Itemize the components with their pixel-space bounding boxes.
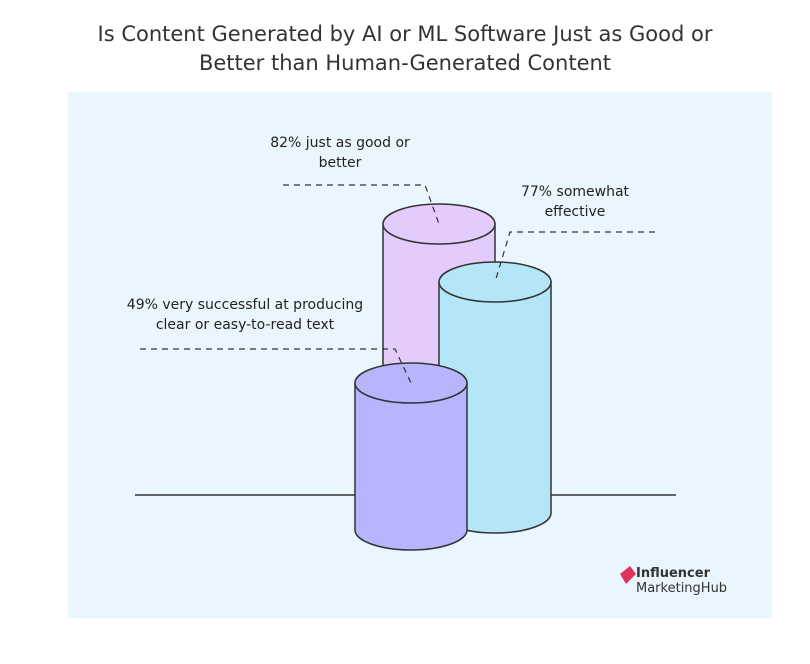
value-label: 77% somewhat effective bbox=[520, 184, 630, 220]
chart-title: Is Content Generated by AI or ML Softwar… bbox=[97, 22, 713, 75]
leader-line bbox=[494, 231, 655, 283]
cylinder-top bbox=[382, 203, 496, 245]
cylinder bbox=[354, 382, 468, 551]
brand-word: MarketingHub bbox=[636, 581, 728, 596]
brand-word: Influencer bbox=[636, 566, 710, 581]
brand-logo bbox=[620, 566, 636, 584]
cylinder-top bbox=[354, 362, 468, 404]
value-label: 82% just as good or better bbox=[270, 135, 410, 171]
value-label: 49% very successful at producing clear o… bbox=[126, 297, 364, 333]
cylinder-top bbox=[438, 261, 552, 303]
leader-line bbox=[283, 184, 440, 225]
brand: Influencer MarketingHub bbox=[636, 566, 727, 596]
leader-line bbox=[140, 348, 412, 384]
